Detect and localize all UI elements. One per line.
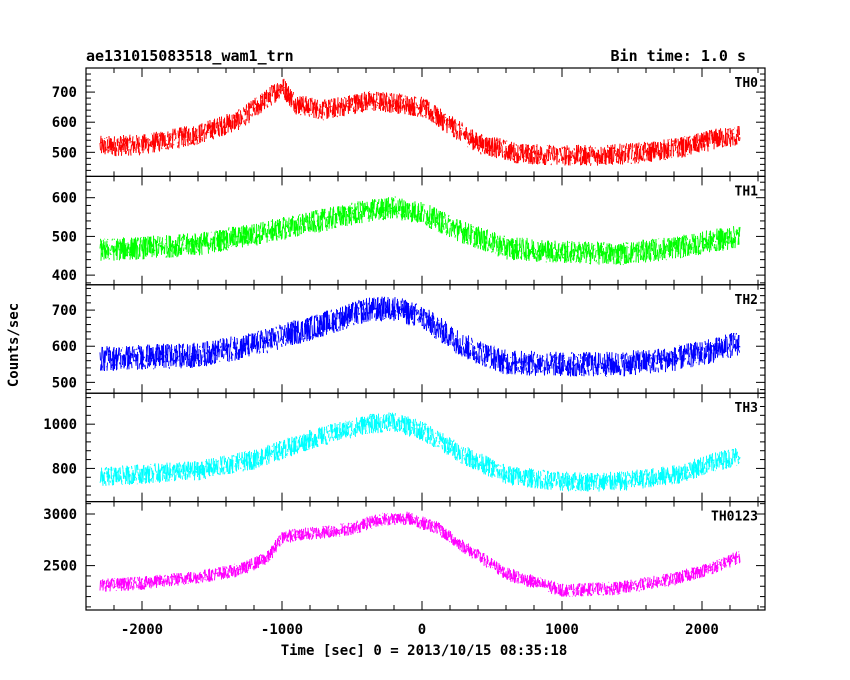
y-tick-label: 600 (52, 339, 77, 355)
panel-label-th3: TH3 (735, 401, 758, 416)
panel-label-th0: TH0 (735, 76, 759, 91)
panel-th1: 400 500 600 TH1 (52, 175, 766, 286)
x-axis-ticks: -2000 -1000 0 1000 2000 (121, 622, 719, 638)
y-tick-label: 1000 (43, 417, 77, 433)
y-tick-label: 500 (52, 229, 77, 245)
panel-label-th1: TH1 (735, 184, 759, 199)
x-tick-label: 0 (418, 622, 426, 638)
panels-group: 500 600 700 TH0 400 500 600 TH1 500 600 700 TH2 800 1… (43, 67, 766, 611)
panel-frame (85, 392, 766, 503)
series-th1 (99, 196, 741, 266)
y-tick-label: 500 (52, 145, 77, 161)
y-tick-label: 3000 (43, 507, 77, 523)
panel-label-th2: TH2 (735, 293, 758, 308)
panel-label-th0123: TH0123 (711, 510, 758, 525)
y-tick-label: 600 (52, 115, 77, 131)
y-tick-label: 500 (52, 375, 77, 391)
panel-th2: 500 600 700 TH2 (52, 284, 766, 394)
panel-th0123: 2500 3000 TH0123 (43, 501, 766, 611)
panel-th0: 500 600 700 TH0 (52, 67, 766, 178)
x-axis-label: Time [sec] 0 = 2013/10/15 08:35:18 (281, 643, 568, 659)
panel-frame (85, 67, 766, 178)
bin-time-label: Bin time: 1.0 s (611, 47, 746, 65)
x-tick-label: -2000 (121, 622, 163, 638)
y-tick-label: 700 (52, 85, 77, 101)
series-th0 (99, 78, 741, 166)
series-th0123 (99, 511, 741, 597)
x-tick-label: 1000 (545, 622, 579, 638)
y-tick-label: 600 (52, 191, 77, 207)
panel-frame (85, 284, 766, 394)
panel-th3: 800 1000 TH3 (43, 392, 766, 503)
series-th3 (99, 412, 741, 492)
x-tick-label: 2000 (685, 622, 719, 638)
y-tick-label: 700 (52, 303, 77, 319)
y-axis-label: Counts/sec (6, 303, 22, 387)
panel-frame (85, 175, 766, 286)
chart-title: ae131015083518_wam1_trn (86, 47, 294, 65)
y-tick-label: 2500 (43, 559, 77, 575)
series-th2 (99, 296, 741, 377)
y-tick-label: 800 (52, 461, 77, 477)
x-tick-label: -1000 (261, 622, 303, 638)
panel-frame (85, 501, 766, 611)
y-tick-label: 400 (52, 268, 77, 284)
